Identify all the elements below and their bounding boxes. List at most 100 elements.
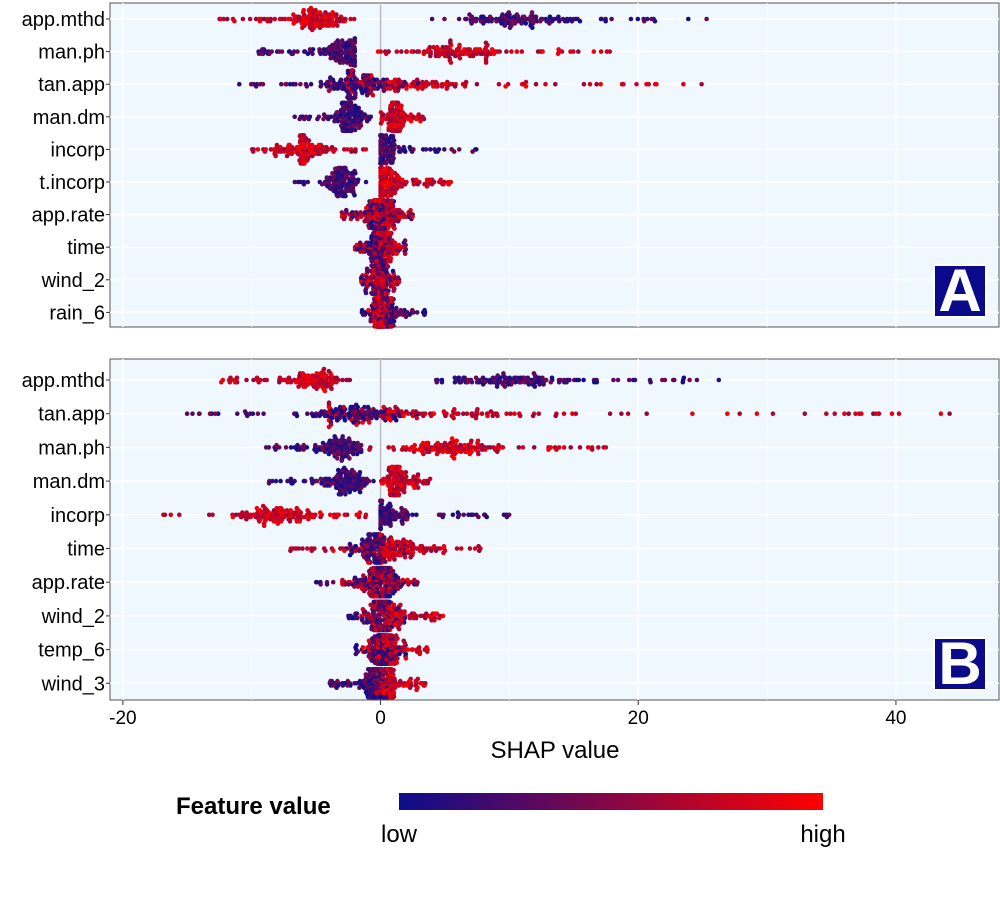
shap-point <box>553 413 558 419</box>
shap-point <box>334 474 339 480</box>
shap-point <box>504 49 509 54</box>
shap-point <box>367 312 373 317</box>
shap-point <box>479 14 484 20</box>
shap-point <box>301 384 306 389</box>
shap-point <box>334 375 339 381</box>
shap-point <box>244 377 249 383</box>
shap-point <box>416 112 422 117</box>
shap-point <box>244 510 249 515</box>
shap-point <box>273 153 279 159</box>
shap-point <box>257 16 262 22</box>
shap-point <box>403 447 409 452</box>
shap-point <box>340 60 346 65</box>
shap-point <box>318 476 324 482</box>
shap-point <box>383 296 388 301</box>
shap-point <box>253 514 258 520</box>
shap-point <box>503 375 509 381</box>
shap-point <box>383 116 389 122</box>
shap-point <box>383 559 388 564</box>
shap-point <box>247 411 253 417</box>
shap-point <box>378 413 383 419</box>
shap-point <box>279 81 284 87</box>
shap-point <box>378 498 383 504</box>
shap-point <box>458 442 464 448</box>
shap-point <box>349 149 354 154</box>
shap-point <box>392 588 398 594</box>
shap-point <box>369 263 375 269</box>
shap-point <box>376 296 382 301</box>
shap-point <box>400 84 405 89</box>
shap-point <box>494 384 500 389</box>
shap-point <box>535 375 541 381</box>
shap-point <box>389 198 395 203</box>
shap-point <box>476 544 481 549</box>
shap-point <box>467 53 473 59</box>
shap-point <box>375 565 380 571</box>
shap-point <box>406 481 412 486</box>
shap-point <box>341 147 347 152</box>
shap-point <box>648 379 653 385</box>
shap-point <box>416 49 422 54</box>
shap-point <box>480 375 486 381</box>
shap-point <box>462 47 467 52</box>
shap-point <box>290 481 295 486</box>
shap-point <box>386 593 391 599</box>
shap-point <box>457 42 462 48</box>
shap-point <box>393 516 398 522</box>
shap-point <box>626 377 632 383</box>
shap-point <box>341 465 347 471</box>
shap-point <box>528 379 534 385</box>
shap-point <box>470 18 476 24</box>
shap-point <box>398 125 404 131</box>
shap-point <box>340 577 345 583</box>
shap-point <box>362 404 367 410</box>
shap-point <box>476 514 481 520</box>
shap-point <box>324 476 330 482</box>
shap-point <box>345 147 350 152</box>
shap-point <box>242 409 248 414</box>
feature-label: time <box>67 539 105 561</box>
shap-point <box>385 112 391 117</box>
shap-point <box>402 238 408 243</box>
shap-point <box>896 411 902 417</box>
feature-label: incorp <box>51 505 105 527</box>
shap-point <box>441 409 447 414</box>
shap-point <box>291 546 296 551</box>
shap-point <box>842 411 847 417</box>
shap-point <box>268 516 273 522</box>
shap-point <box>386 127 392 133</box>
shap-point <box>316 142 322 148</box>
shap-point <box>585 445 591 450</box>
shap-point <box>503 84 508 89</box>
shap-point <box>307 25 313 31</box>
shap-point <box>375 324 381 329</box>
shap-point <box>491 51 497 57</box>
shap-point <box>389 79 395 85</box>
shap-point <box>393 418 399 423</box>
feature-row-rain_6 <box>359 296 428 329</box>
shap-point <box>268 147 274 152</box>
shap-point <box>497 375 503 381</box>
shap-point <box>451 149 457 154</box>
shap-point <box>889 411 895 417</box>
shap-point <box>398 602 403 608</box>
shap-point <box>240 16 246 22</box>
shap-point <box>335 23 340 28</box>
shap-point <box>324 582 330 587</box>
shap-point <box>680 379 686 385</box>
shap-point <box>475 438 481 444</box>
shap-point <box>414 512 419 518</box>
shap-point <box>235 411 240 417</box>
shap-point <box>351 95 357 101</box>
shap-point <box>422 312 427 317</box>
shap-point <box>300 133 306 138</box>
shap-point <box>213 411 218 417</box>
shap-point <box>326 368 332 374</box>
shap-point <box>302 18 308 24</box>
shap-point <box>449 436 455 441</box>
shap-point <box>326 23 332 28</box>
shap-point <box>411 181 417 187</box>
shap-point <box>347 377 353 383</box>
shap-point <box>386 445 392 450</box>
shap-point <box>414 310 420 315</box>
